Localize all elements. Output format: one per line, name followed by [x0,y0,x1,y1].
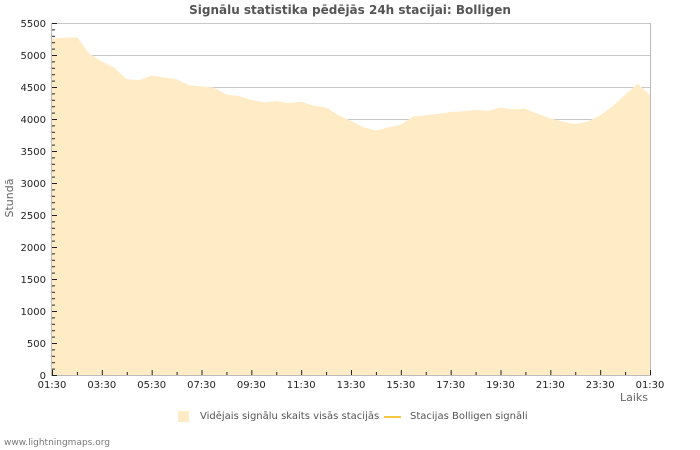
svg-text:1500: 1500 [21,275,46,286]
average-signals-area [52,37,650,375]
legend-item-station: Stacijas Bolligen signāli [384,411,528,422]
svg-text:500: 500 [27,339,46,350]
chart-title: Signālu statistika pēdējās 24h stacijai:… [189,3,511,17]
svg-text:05:30: 05:30 [137,380,166,391]
x-axis-label: Laiks [620,391,648,404]
svg-text:13:30: 13:30 [337,380,366,391]
svg-text:11:30: 11:30 [287,380,316,391]
site-footer-link[interactable]: www.lightningmaps.org [4,438,110,448]
svg-text:4000: 4000 [21,115,46,126]
svg-text:19:30: 19:30 [486,380,515,391]
legend-item-average: Vidējais signālu skaits visās stacijās [178,411,379,422]
svg-text:01:30: 01:30 [636,380,665,391]
line-swatch-icon [384,415,401,418]
svg-text:5500: 5500 [21,19,46,30]
svg-text:0: 0 [40,371,46,382]
svg-text:2000: 2000 [21,243,46,254]
svg-text:3000: 3000 [21,179,46,190]
svg-text:4500: 4500 [21,83,46,94]
legend-label-average: Vidējais signālu skaits visās stacijās [200,411,380,422]
svg-text:2500: 2500 [21,211,46,222]
svg-text:09:30: 09:30 [237,380,266,391]
area-swatch-icon [178,411,189,422]
axes [51,23,651,376]
y-axis-ticks: 0 500 1000 1500 2000 2500 3000 3500 4000 4500 5000… [21,19,57,382]
svg-text:15:30: 15:30 [386,380,415,391]
svg-text:1000: 1000 [21,307,46,318]
svg-text:01:30: 01:30 [38,380,67,391]
svg-text:17:30: 17:30 [436,380,465,391]
svg-text:3500: 3500 [21,147,46,158]
svg-text:21:30: 21:30 [536,380,565,391]
x-axis-ticks: 01:30 03:30 05:30 07:30 09:30 11:30 13:30 15:30… [38,370,665,391]
svg-text:5000: 5000 [21,51,46,62]
svg-text:03:30: 03:30 [87,380,116,391]
y-axis-label: Stundā [3,179,16,218]
svg-text:07:30: 07:30 [187,380,216,391]
legend-label-station: Stacijas Bolligen signāli [410,411,528,422]
svg-text:23:30: 23:30 [586,380,615,391]
